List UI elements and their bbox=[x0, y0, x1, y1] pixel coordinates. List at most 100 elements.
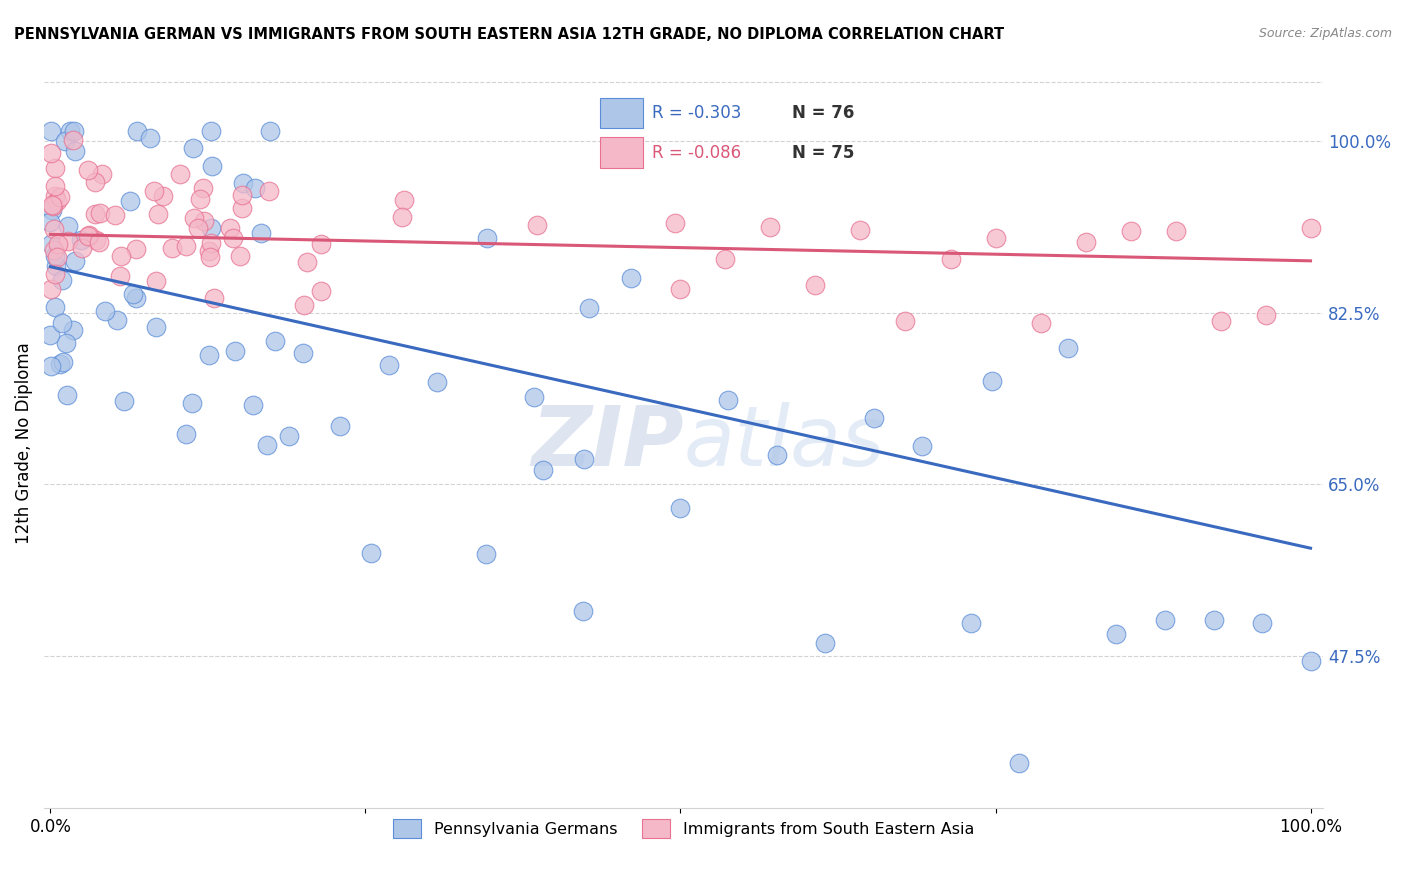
Point bbox=[1251, 615, 1274, 630]
Point bbox=[392, 194, 415, 208]
Point bbox=[391, 210, 413, 224]
Point bbox=[93, 303, 115, 318]
Point bbox=[377, 358, 399, 372]
Point bbox=[53, 134, 76, 148]
Point bbox=[475, 231, 498, 245]
Point bbox=[39, 215, 62, 229]
Point bbox=[231, 201, 253, 215]
Point bbox=[84, 175, 107, 189]
FancyBboxPatch shape bbox=[600, 98, 643, 128]
Point bbox=[232, 176, 254, 190]
Point bbox=[63, 145, 86, 159]
Point bbox=[1209, 314, 1232, 328]
Text: R = -0.086: R = -0.086 bbox=[652, 144, 741, 161]
Point bbox=[148, 207, 170, 221]
Point bbox=[143, 184, 166, 198]
Point bbox=[174, 239, 197, 253]
Point bbox=[44, 179, 66, 194]
Point bbox=[911, 439, 934, 453]
Point bbox=[49, 190, 72, 204]
Point bbox=[84, 207, 107, 221]
Point bbox=[51, 316, 73, 330]
Point bbox=[46, 194, 69, 208]
Point bbox=[984, 230, 1007, 244]
Point bbox=[669, 282, 692, 296]
Text: ZIP: ZIP bbox=[531, 402, 683, 483]
Point bbox=[56, 388, 79, 402]
Text: N = 76: N = 76 bbox=[792, 104, 853, 122]
Point bbox=[229, 249, 252, 263]
Point bbox=[292, 346, 315, 360]
Point bbox=[523, 390, 546, 404]
Point bbox=[242, 398, 264, 412]
Legend: Pennsylvania Germans, Immigrants from South Eastern Asia: Pennsylvania Germans, Immigrants from So… bbox=[387, 813, 981, 844]
Point bbox=[197, 348, 219, 362]
Point bbox=[221, 231, 243, 245]
Point bbox=[264, 334, 287, 349]
Point bbox=[70, 242, 93, 256]
Point bbox=[1008, 756, 1031, 770]
Point bbox=[1029, 316, 1052, 330]
Point bbox=[181, 141, 204, 155]
Point bbox=[41, 199, 63, 213]
Point bbox=[1154, 613, 1177, 627]
Point bbox=[41, 145, 63, 160]
Point bbox=[193, 214, 215, 228]
Point bbox=[44, 301, 66, 315]
Point bbox=[1119, 224, 1142, 238]
Point bbox=[76, 162, 98, 177]
Point bbox=[572, 604, 595, 618]
Point bbox=[193, 180, 215, 194]
Point bbox=[44, 267, 66, 281]
Point bbox=[152, 189, 174, 203]
Point bbox=[52, 355, 75, 369]
Point bbox=[533, 463, 555, 477]
Point bbox=[183, 211, 205, 225]
Point bbox=[145, 319, 167, 334]
Point bbox=[46, 237, 69, 252]
Point bbox=[45, 250, 67, 264]
Point bbox=[329, 419, 352, 434]
Point bbox=[426, 375, 449, 389]
Point bbox=[105, 313, 128, 327]
Point bbox=[49, 357, 72, 371]
Point bbox=[169, 167, 191, 181]
Point bbox=[59, 124, 82, 138]
Point bbox=[1164, 224, 1187, 238]
Text: Source: ZipAtlas.com: Source: ZipAtlas.com bbox=[1258, 27, 1392, 40]
Point bbox=[475, 547, 498, 561]
Point bbox=[39, 359, 62, 373]
Point bbox=[766, 448, 789, 462]
Point bbox=[259, 124, 281, 138]
Text: PENNSYLVANIA GERMAN VS IMMIGRANTS FROM SOUTH EASTERN ASIA 12TH GRADE, NO DIPLOMA: PENNSYLVANIA GERMAN VS IMMIGRANTS FROM S… bbox=[14, 27, 1004, 42]
Point bbox=[63, 254, 86, 268]
Point bbox=[814, 636, 837, 650]
Point bbox=[804, 277, 827, 292]
Point bbox=[200, 236, 222, 251]
Point bbox=[578, 301, 600, 315]
Point bbox=[89, 206, 111, 220]
Point bbox=[51, 273, 73, 287]
Point bbox=[669, 500, 692, 515]
Point bbox=[256, 438, 278, 452]
Point bbox=[62, 124, 84, 138]
Text: R = -0.303: R = -0.303 bbox=[652, 104, 742, 122]
Point bbox=[39, 282, 62, 296]
Point bbox=[939, 252, 962, 266]
Point bbox=[118, 194, 141, 209]
Point bbox=[277, 429, 299, 443]
Point bbox=[174, 427, 197, 442]
Point bbox=[257, 184, 280, 198]
Point bbox=[309, 284, 332, 298]
Point bbox=[55, 336, 77, 351]
Point bbox=[70, 233, 93, 247]
Point bbox=[41, 203, 63, 218]
Point bbox=[1202, 613, 1225, 627]
Point bbox=[44, 243, 66, 257]
Point bbox=[1057, 341, 1080, 355]
Point bbox=[200, 124, 222, 138]
Point bbox=[77, 227, 100, 242]
Point bbox=[1105, 627, 1128, 641]
Point bbox=[39, 237, 62, 252]
Point bbox=[181, 396, 204, 410]
